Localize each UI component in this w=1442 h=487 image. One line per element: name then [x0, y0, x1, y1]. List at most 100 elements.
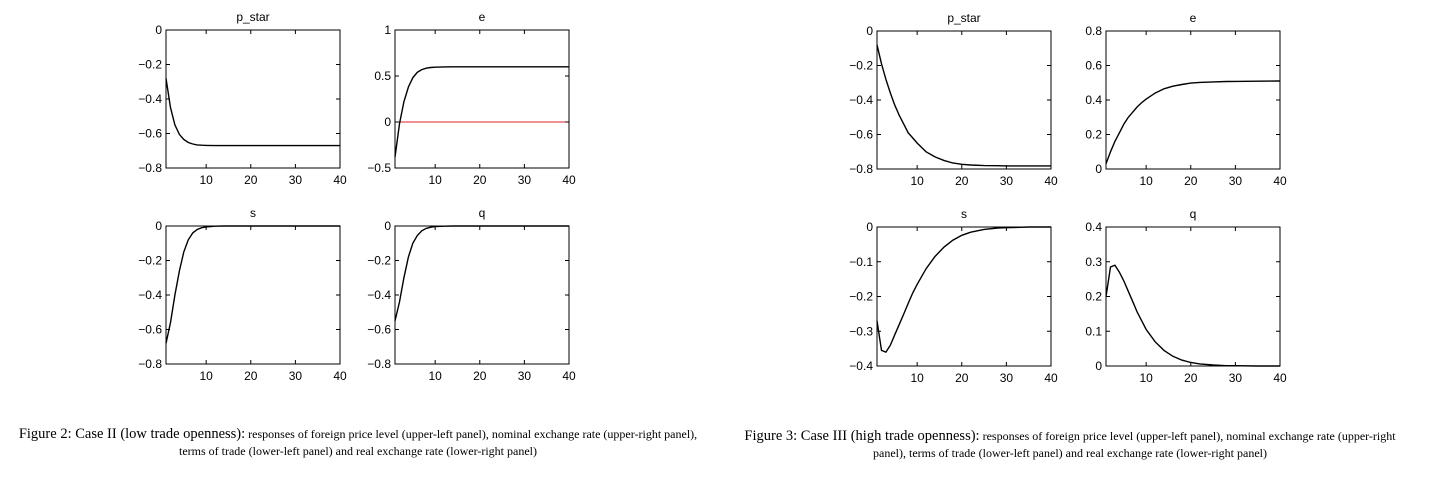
fig2-upper-right-axes-box — [394, 29, 570, 169]
fig3-lower-right-xtick-label: 30 — [1229, 371, 1243, 385]
fig2-lower-left-xtick-label: 40 — [333, 369, 347, 383]
fig2-upper-left-chart: p_star 10 20 30 40 0 −0.2 −0.4 −0.6 −0.8 — [138, 10, 347, 187]
figure-2-caption-text: responses of foreign price level (upper-… — [178, 427, 698, 458]
fig3-upper-left-chart: p_star 10 20 30 40 0 −0.2 −0.4 −0.6 −0.8 — [849, 11, 1058, 188]
fig2-upper-left-series-line — [165, 78, 340, 147]
fig2-lower-right-xtick-label: 10 — [428, 369, 442, 383]
fig3-upper-left-ytick-label: −0.4 — [849, 93, 873, 107]
fig2-lower-right-axes-box — [394, 225, 570, 365]
fig3-lower-right-xtick-label: 40 — [1273, 371, 1287, 385]
fig3-upper-left-ytick-label: −0.8 — [849, 162, 873, 176]
fig3-lower-right-series-line — [1105, 264, 1280, 367]
fig3-lower-left-xtick-label: 10 — [910, 371, 924, 385]
figure-2-caption-lead: Figure 2: Case II (low trade openness): — [18, 426, 246, 442]
fig3-lower-right-ytick-label: 0.2 — [1085, 290, 1102, 304]
fig2-upper-right-series-line — [394, 66, 569, 158]
fig3-lower-right-xtick-label: 20 — [1184, 371, 1198, 385]
fig2-lower-left-ytick-label: −0.4 — [138, 288, 162, 302]
fig3-lower-left-ytick-label: −0.4 — [849, 359, 873, 373]
fig2-lower-left-xtick-label: 20 — [244, 369, 258, 383]
fig3-lower-left-ytick-label: −0.1 — [849, 255, 873, 269]
fig2-lower-right-ytick-label: −0.4 — [367, 288, 391, 302]
fig3-lower-right-ytick-label: 0 — [1095, 359, 1102, 373]
fig3-upper-left-xtick-label: 10 — [910, 174, 924, 188]
fig3-lower-left-title: s — [961, 207, 967, 221]
fig2-upper-left-ytick-label: −0.4 — [138, 92, 162, 106]
fig3-upper-left-title: p_star — [947, 11, 980, 25]
fig3-upper-right-xtick-label: 40 — [1273, 174, 1287, 188]
fig2-lower-right-chart: q 10 20 30 40 0 −0.2 −0.4 −0.6 −0.8 — [367, 206, 576, 383]
fig2-upper-left-xtick-label: 40 — [333, 173, 347, 187]
fig3-upper-right-axes-box — [1105, 30, 1281, 170]
fig3-lower-right-axes-box — [1105, 226, 1281, 367]
fig2-lower-right-xtick-label: 40 — [562, 369, 576, 383]
fig2-upper-right-ytick-label: 0 — [384, 115, 391, 129]
fig3-lower-left-chart: s 10 20 30 40 0 −0.1 −0.2 −0.3 −0.4 — [849, 207, 1058, 385]
fig2-upper-right-ytick-label: −0.5 — [367, 161, 391, 175]
fig2-lower-left-axes-box — [165, 225, 341, 365]
fig2-upper-left-ytick-label: −0.2 — [138, 58, 162, 72]
fig3-lower-left-ytick-label: −0.2 — [849, 290, 873, 304]
fig2-upper-left-xtick-label: 30 — [289, 173, 303, 187]
fig3-lower-left-ytick-label: −0.3 — [849, 324, 873, 338]
fig3-lower-left-series-line — [876, 226, 1051, 353]
fig3-upper-left-xtick-label: 40 — [1044, 174, 1058, 188]
fig3-lower-right-ytick-label: 0.1 — [1085, 324, 1102, 338]
fig3-upper-right-ytick-label: 0.6 — [1085, 59, 1102, 73]
fig3-lower-left-axes-box — [876, 226, 1052, 367]
fig3-lower-right-ytick-label: 0.4 — [1085, 220, 1102, 234]
fig2-lower-left-ytick-label: 0 — [155, 219, 162, 233]
fig2-lower-right-xtick-label: 20 — [473, 369, 487, 383]
fig2-lower-left-xtick-label: 10 — [199, 369, 213, 383]
fig2-upper-right-ytick-label: 0.5 — [374, 69, 391, 83]
fig3-upper-left-ytick-label: 0 — [866, 24, 873, 38]
figure-2-caption: Figure 2: Case II (low trade openness): … — [8, 426, 708, 460]
fig2-lower-right-xtick-label: 30 — [518, 369, 532, 383]
fig2-upper-left-title: p_star — [236, 10, 269, 24]
fig2-lower-left-chart: s 10 20 30 40 0 −0.2 −0.4 −0.6 −0.8 — [138, 206, 347, 383]
fig2-upper-right-ytick-label: 1 — [384, 23, 391, 37]
fig3-upper-right-ytick-label: 0.8 — [1085, 24, 1102, 38]
fig3-upper-left-series-line — [876, 44, 1051, 167]
fig2-lower-right-ytick-label: −0.2 — [367, 254, 391, 268]
fig2-upper-right-title: e — [479, 10, 486, 24]
fig2-upper-right-xtick-label: 10 — [428, 173, 442, 187]
fig3-upper-right-series-line — [1105, 80, 1281, 165]
fig2-lower-left-title: s — [250, 206, 256, 220]
fig2-lower-left-ytick-label: −0.2 — [138, 254, 162, 268]
fig2-upper-right-xtick-label: 30 — [518, 173, 532, 187]
fig3-lower-left-xtick-label: 40 — [1044, 371, 1058, 385]
fig2-upper-right-xtick-label: 20 — [473, 173, 487, 187]
fig3-lower-right-ytick-label: 0.3 — [1085, 255, 1102, 269]
fig2-upper-right-chart: e 10 20 30 40 1 0.5 0 −0.5 — [367, 10, 576, 187]
fig3-lower-right-chart: q 10 20 30 40 0.4 0.3 0.2 0.1 0 — [1085, 207, 1287, 385]
fig2-upper-left-ytick-label: −0.8 — [138, 161, 162, 175]
fig3-lower-left-xtick-label: 30 — [1000, 371, 1014, 385]
fig3-lower-left-xtick-label: 20 — [955, 371, 969, 385]
fig3-lower-right-title: q — [1190, 207, 1197, 221]
fig3-upper-right-xtick-label: 10 — [1139, 174, 1153, 188]
fig3-upper-right-ytick-label: 0.4 — [1085, 93, 1102, 107]
fig3-upper-left-axes-box — [876, 30, 1052, 170]
fig2-lower-right-ytick-label: 0 — [384, 219, 391, 233]
fig2-lower-left-ytick-label: −0.8 — [138, 357, 162, 371]
fig2-upper-left-axes-box — [165, 29, 341, 169]
fig3-upper-left-xtick-label: 20 — [955, 174, 969, 188]
fig3-upper-right-ytick-label: 0.2 — [1085, 128, 1102, 142]
figure-3-caption-lead: Figure 3: Case III (high trade openness)… — [744, 428, 980, 444]
fig3-upper-left-xtick-label: 30 — [1000, 174, 1014, 188]
fig3-upper-right-title: e — [1190, 11, 1197, 25]
fig2-lower-right-series-line — [394, 225, 569, 322]
fig3-upper-right-xtick-label: 30 — [1229, 174, 1243, 188]
fig2-lower-left-series-line — [165, 225, 340, 344]
fig2-lower-right-ytick-label: −0.8 — [367, 357, 391, 371]
fig3-upper-left-ytick-label: −0.2 — [849, 59, 873, 73]
figure-3-caption: Figure 3: Case III (high trade openness)… — [732, 428, 1408, 462]
fig2-upper-left-ytick-label: 0 — [155, 23, 162, 37]
fig3-lower-left-ytick-label: 0 — [866, 220, 873, 234]
fig3-lower-right-xtick-label: 10 — [1139, 371, 1153, 385]
fig2-lower-right-ytick-label: −0.6 — [367, 323, 391, 337]
fig2-upper-left-xtick-label: 10 — [199, 173, 213, 187]
fig3-upper-right-xtick-label: 20 — [1184, 174, 1198, 188]
